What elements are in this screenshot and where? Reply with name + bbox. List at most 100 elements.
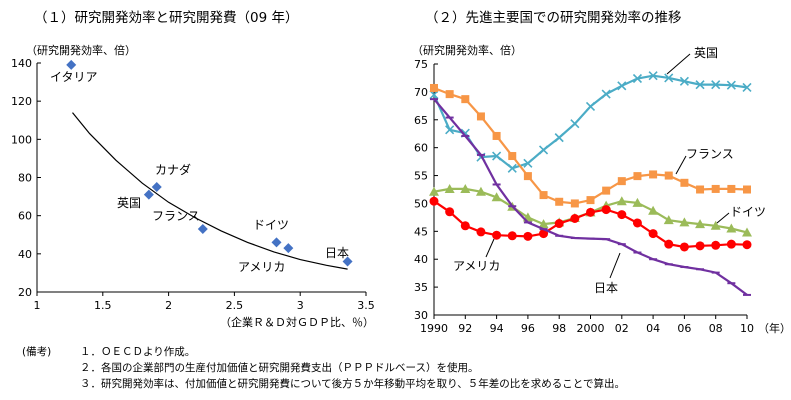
line-point [727, 184, 736, 193]
line-point [632, 218, 642, 228]
line-point [539, 191, 548, 200]
line-series-4 [430, 98, 751, 296]
note-2-text: ２．各国の企業部門の生産付加価値と研究開発費支出（ＰＰＰドルベース）を使用。 [80, 362, 479, 374]
line-axes: 30 35 40 45 50 55 60 65 70 75 1990 92 94 96 98 2000 02 04… [414, 58, 754, 335]
line-point [649, 170, 658, 179]
note-3-text: ３．研究開発効率は、付加価値と研究開発費について後方５か年移動平均を取り、５年差… [80, 378, 625, 390]
line-point [523, 172, 532, 181]
scatter-label-canada: カナダ [155, 162, 191, 177]
line-point [555, 197, 564, 206]
line-point [508, 152, 517, 161]
line-point [445, 207, 455, 217]
line-point [492, 131, 501, 140]
scatter-x-tick-label: 2.5 [226, 299, 244, 312]
line-point [507, 231, 517, 241]
line-y-tick-label: 75 [414, 58, 428, 71]
line-point [429, 186, 439, 196]
scatter-axes: 20 40 60 80 100 120 140 1 1.5 2 2.5 3 3.5 [11, 57, 375, 312]
scatter-x-tick-label: 3.5 [357, 299, 375, 312]
line-point [726, 223, 737, 233]
scatter-point [151, 182, 162, 193]
line-point [523, 231, 533, 241]
line-point [585, 101, 596, 111]
line-point [680, 178, 689, 187]
line-x-axis-label: （年） [758, 321, 791, 335]
line-x-tick-label: 10 [740, 322, 754, 335]
line-label-leaders [485, 53, 730, 279]
scatter-y-tick-label: 140 [11, 57, 32, 70]
scatter-label-usa: アメリカ [238, 260, 285, 274]
line-x-tick-label: 96 [521, 322, 535, 335]
line-point [492, 151, 502, 161]
line-point [710, 220, 721, 230]
line-label-japan: 日本 [594, 281, 618, 295]
notes-label: (備考) [22, 346, 52, 358]
line-point [538, 219, 549, 229]
line-point [601, 89, 611, 99]
line-label-germany: ドイツ [730, 205, 766, 219]
line-point [711, 184, 720, 193]
line-series-1 [430, 83, 751, 208]
scatter-label-france: フランス [152, 209, 200, 223]
scatter-label-japan: 日本 [325, 246, 349, 260]
line-point [632, 73, 643, 84]
scatter-x-tick-label: 1 [34, 299, 41, 312]
scatter-y-tick-label: 120 [11, 95, 32, 108]
line-point [742, 240, 752, 250]
line-y-tick-label: 45 [414, 225, 428, 238]
line-point [726, 80, 736, 90]
scatter-label-germany: ドイツ [253, 218, 289, 232]
line-point [696, 185, 705, 194]
line-point [664, 171, 673, 180]
scatter-y-tick-label: 100 [11, 133, 32, 146]
line-point [695, 241, 705, 251]
line-point [617, 177, 626, 186]
line-point [445, 90, 454, 99]
line-point [491, 192, 502, 202]
line-point [679, 242, 689, 252]
line-point [663, 215, 674, 225]
line-point [602, 186, 611, 195]
line-point [742, 227, 752, 237]
line-point [664, 239, 674, 249]
line-point [539, 229, 549, 239]
line-point [711, 80, 721, 90]
scatter-x-tick-label: 3 [297, 299, 304, 312]
scatter-y-axis-label: （研究開発効率、倍） [26, 43, 136, 57]
line-point [586, 196, 595, 205]
line-point [695, 219, 706, 229]
line-point [664, 73, 674, 83]
note-1-text: １．ＯＥＣＤより作成。 [80, 346, 196, 358]
line-x-tick-label: 04 [646, 322, 660, 335]
line-point [648, 229, 658, 239]
line-x-tick-label: 94 [490, 322, 504, 335]
scatter-point [271, 237, 282, 248]
notes-section: (備考) １．ＯＥＣＤより作成。 ２．各国の企業部門の生産付加価値と研究開発費支出… [22, 344, 625, 392]
line-y-tick-label: 40 [414, 253, 428, 266]
charts-canvas: （研究開発効率、倍） （企業Ｒ＆Ｄ対ＧＤＰ比、％） 20406080100120… [11, 43, 791, 335]
line-y-axis-label: （研究開発効率、倍） [412, 43, 522, 57]
line-point [743, 185, 751, 194]
line-point [695, 80, 705, 90]
scatter-trendline [72, 112, 348, 270]
line-point [570, 199, 579, 208]
scatter-x-axis-label: （企業Ｒ＆Ｄ対ＧＤＰ比、％） [220, 315, 374, 329]
note-1: (備考) １．ＯＥＣＤより作成。 [22, 344, 625, 360]
line-label-leader [609, 252, 621, 279]
line-point [475, 186, 486, 196]
line-y-tick-label: 30 [414, 309, 428, 322]
line-label-leader [666, 53, 691, 75]
line-point [679, 76, 689, 86]
line-point [679, 217, 690, 227]
line-point [430, 83, 438, 92]
line-label-leader [485, 238, 495, 258]
scatter-point [66, 59, 77, 70]
scatter-y-tick-label: 20 [18, 286, 32, 299]
line-x-tick-label: 2000 [577, 322, 605, 335]
line-point [492, 230, 502, 240]
line-point [617, 210, 627, 220]
line-point [601, 205, 611, 215]
scatter-chart-title: （１）研究開発効率と研究開発費（09 年） [34, 10, 299, 26]
line-y-tick-label: 65 [414, 114, 428, 127]
line-point [648, 71, 658, 81]
